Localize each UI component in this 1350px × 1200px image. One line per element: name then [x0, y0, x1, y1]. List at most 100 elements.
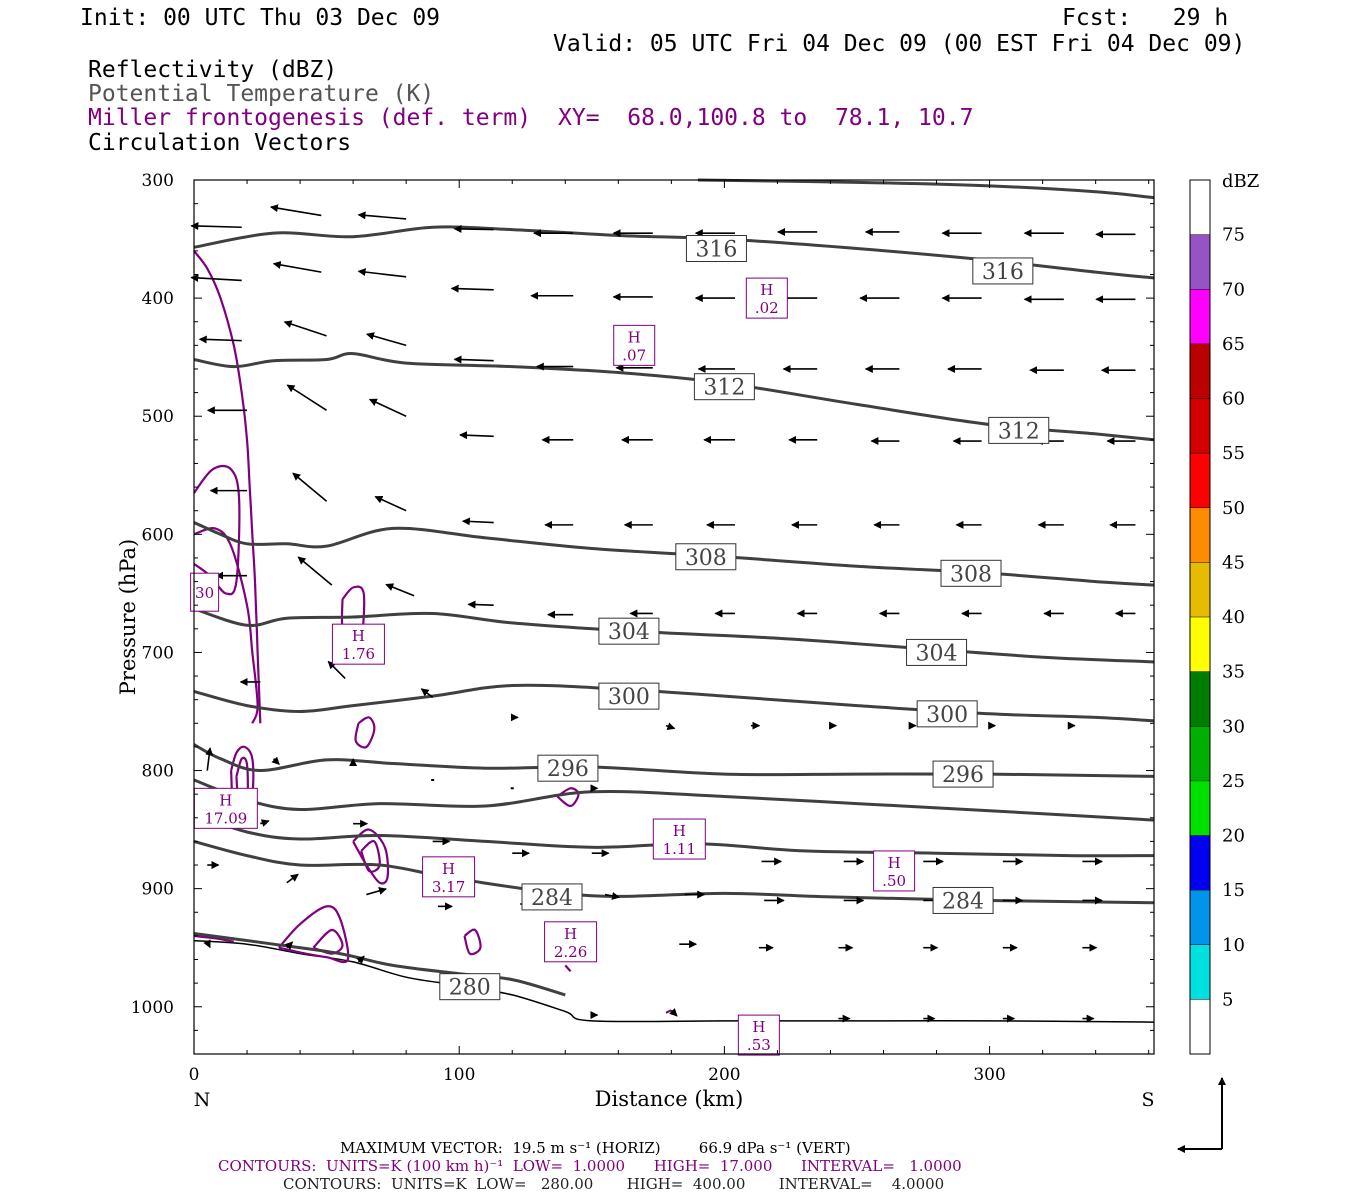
theta-label-300: 300: [598, 682, 660, 710]
theta-label-text: 284: [531, 886, 573, 911]
y-tick-label: 700: [142, 643, 174, 663]
theta-contour-292: [193, 778, 1155, 822]
frontogenesis-contour: [354, 716, 376, 749]
theta-label-280: 280: [439, 973, 501, 1001]
frontogenesis-max-box: [652, 818, 706, 860]
theta-label-box: [685, 235, 747, 263]
theta-contour-288: [193, 812, 1155, 858]
theta-label-316: 316: [972, 257, 1034, 285]
theta-contour-note: CONTOURS: UNITS=K LOW= 280.00 HIGH= 400.…: [283, 1175, 945, 1193]
field-reflectivity: Reflectivity (dBZ): [88, 57, 338, 83]
theta-label-box: [906, 638, 968, 666]
frontogenesis-max-label: H2.26: [544, 921, 598, 963]
frontogenesis-contour: [193, 934, 235, 943]
frontogenesis-max-box: [331, 623, 385, 665]
circulation-vector: [269, 204, 322, 217]
frontogenesis-max-value: 1.76: [342, 645, 375, 663]
theta-label-box: [521, 883, 583, 911]
theta-label-text: 316: [982, 260, 1024, 285]
frontogenesis-max-box: [422, 856, 476, 898]
circulation-vector: [357, 268, 407, 278]
y-tick-label: 900: [142, 880, 174, 900]
theta-label-box: [988, 416, 1050, 444]
theta-label-text: 312: [703, 376, 745, 401]
theta-label-box: [675, 543, 737, 571]
x-axis-label: Distance (km): [595, 1087, 744, 1111]
y-tick-label: 500: [142, 407, 174, 427]
frontogenesis-contour: [463, 928, 482, 956]
colorbar-label: 15: [1222, 880, 1245, 901]
frontogenesis-contour: [556, 787, 580, 808]
circulation-vector: [260, 819, 270, 827]
colorbar-segment: [1190, 671, 1210, 727]
colorbar-label: 60: [1222, 389, 1245, 410]
circulation-vector: [190, 273, 242, 282]
circulation-vector: [203, 939, 211, 949]
colorbar-unit: dBZ: [1222, 171, 1259, 192]
circulation-vector: [450, 284, 494, 293]
frontogenesis-contour: [564, 964, 572, 973]
circulation-vector: [467, 600, 494, 609]
circulation-vector: [374, 495, 407, 512]
frontogenesis-max-h: H: [888, 854, 901, 872]
theta-label-text: 312: [998, 419, 1040, 444]
theta-contour-316: [697, 178, 1155, 200]
x-tick-label: 200: [708, 1065, 740, 1085]
valid-time: Valid: 05 UTC Fri 04 Dec 09 (00 EST Fri …: [553, 31, 1246, 57]
north-label: N: [194, 1089, 211, 1111]
circulation-vector: [461, 517, 494, 526]
colorbar-segment: [1190, 343, 1210, 399]
colorbar-label: 65: [1222, 334, 1245, 355]
y-tick-label: 1000: [131, 998, 174, 1018]
colorbar-segment: [1190, 726, 1210, 781]
theta-label-box: [537, 754, 599, 782]
theta-label-text: 304: [608, 620, 650, 645]
frontogenesis-contour: [193, 250, 262, 724]
circulation-vector: [368, 398, 407, 417]
colorbar-segment: [1190, 617, 1210, 672]
forecast-hour: Fcst: 29 h: [1062, 5, 1229, 31]
theta-label-text: 300: [926, 703, 968, 728]
theta-label-304: 304: [598, 617, 660, 645]
circulation-vector: [272, 261, 322, 273]
frontogenesis-max-value: 3.17: [432, 878, 465, 896]
theta-label-text: 304: [916, 641, 958, 666]
frontogenesis-max-h: H: [564, 925, 577, 943]
circulation-vector: [665, 722, 676, 731]
frontogenesis-max-box: [613, 324, 656, 366]
theta-label-box: [693, 373, 755, 401]
circulation-vector: [190, 222, 242, 231]
frontogenesis-contour: [193, 526, 259, 724]
frontogenesis-max-h: H: [752, 1018, 765, 1036]
field-potential-temperature: Potential Temperature (K): [88, 81, 435, 107]
cross-section-endpoints: XY= 68.0,100.8 to 78.1, 10.7: [558, 105, 974, 131]
colorbar-label: 45: [1222, 552, 1245, 573]
frontogenesis-max-label: H.02: [745, 277, 788, 319]
circulation-vectors: [190, 204, 1136, 1023]
reference-vector: [1177, 1077, 1226, 1153]
frontogenesis-max-label: H.53: [737, 1014, 780, 1056]
frontogenesis-contour-note: CONTOURS: UNITS=K (100 km h)⁻¹ LOW= 1.00…: [218, 1157, 962, 1175]
circulation-vector: [286, 873, 299, 884]
theta-label-text: 308: [685, 546, 727, 571]
y-tick-label: 300: [142, 171, 174, 191]
frontogenesis-max-value: 2.26: [554, 943, 587, 961]
frontogenesis-max-label: H1.11: [652, 818, 706, 860]
contour-labels: 316 316 312 312 308 308 304 304 300 300 296 296 284 2…: [190, 235, 1050, 1056]
theta-label-296: 296: [537, 754, 599, 782]
colorbar-segment: [1190, 562, 1210, 617]
circulation-vector: [292, 472, 328, 502]
colorbar: 5 10 15 20 25 30 35 40 45 50 55 60 65 70 75 dBZ: [1189, 171, 1259, 1055]
theta-contour-308: [193, 521, 1155, 587]
colorbar-segment: [1190, 999, 1210, 1054]
frontogenesis-contour: [352, 828, 390, 885]
frontogenesis-contour: [278, 905, 350, 964]
circulation-vector: [669, 1008, 678, 1017]
colorbar-label: 75: [1222, 225, 1245, 246]
field-circulation-vectors: Circulation Vectors: [88, 130, 352, 156]
circulation-vector: [297, 556, 333, 586]
circulation-vector: [604, 892, 621, 900]
circulation-vector: [205, 747, 214, 771]
colorbar-segment: [1190, 890, 1210, 945]
